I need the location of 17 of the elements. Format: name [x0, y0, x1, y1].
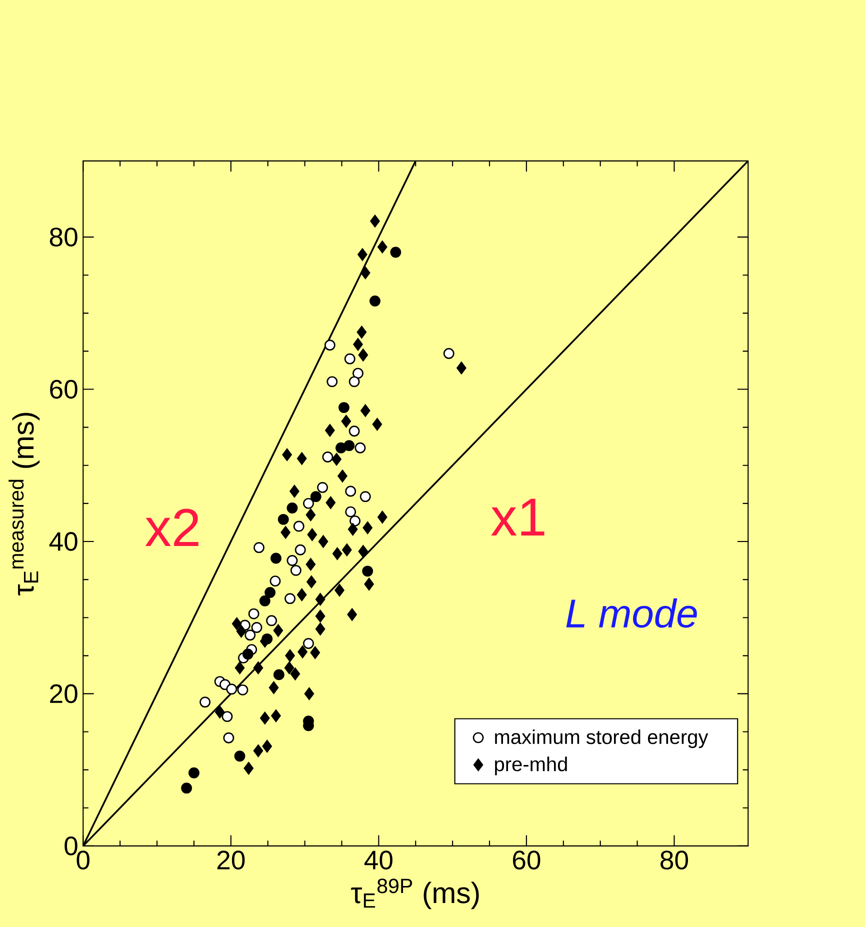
y-tick-label: 0 [64, 836, 78, 856]
legend-label: maximum stored energy [495, 729, 708, 748]
x-axis-title: τ$_{E}$$^{89P}$ (ms) [351, 878, 479, 910]
y-tick-label: 80 [50, 228, 78, 246]
x-tick-label: 80 [660, 850, 688, 870]
y-tick-label: 20 [50, 684, 78, 704]
annotation: x2 [145, 508, 198, 546]
annotation: x1 [491, 498, 544, 536]
legend-label: pre-mhd [495, 756, 567, 776]
x-tick-label: 0 [76, 850, 90, 870]
x-tick-label: 20 [217, 850, 245, 870]
y-axis-title: τ$_{E}$$^{measured}$ (ms) [8, 412, 40, 596]
x-tick-label: 40 [364, 850, 392, 870]
y-tick-label: 40 [49, 532, 78, 551]
y-tick-label: 60 [50, 380, 78, 399]
annotation: L mode [566, 598, 697, 628]
x-tick-label: 60 [512, 850, 540, 870]
